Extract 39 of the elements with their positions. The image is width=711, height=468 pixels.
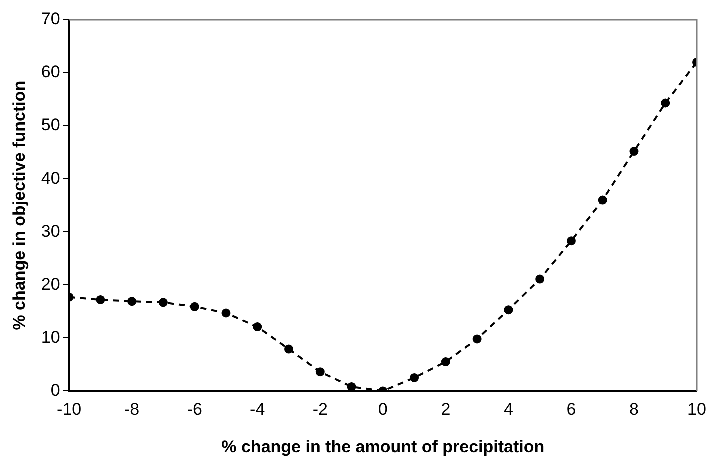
point	[566, 236, 576, 246]
x-tick-label: 4	[504, 400, 514, 420]
x-tick-label: 2	[441, 400, 451, 420]
point	[536, 274, 545, 284]
x-tick-label: 10	[688, 400, 706, 420]
x-tick-label: -2	[312, 400, 328, 420]
y-tick-label: 10	[41, 328, 60, 347]
y-axis-title: % change in objective function	[10, 80, 29, 330]
x-tick-label: -8	[124, 400, 140, 420]
point	[222, 308, 231, 318]
y-tick-label: 30	[41, 222, 60, 241]
y-tick-label: 60	[41, 62, 60, 82]
y-tick-label: 70	[41, 10, 60, 29]
point	[598, 196, 608, 205]
x-tick-label: 6	[566, 400, 576, 420]
point	[128, 297, 137, 306]
point	[316, 368, 325, 377]
point	[190, 302, 200, 312]
y-tick-label: 0	[50, 380, 60, 400]
x-tick-label: -10	[57, 400, 82, 420]
x-axis-title: % change in the amount of precipitation	[222, 437, 545, 456]
point	[253, 322, 262, 332]
point	[661, 98, 670, 108]
x-tick-label: 0	[378, 400, 388, 420]
y-tick-label: 20	[41, 274, 60, 294]
point	[472, 334, 482, 344]
x-tick-label: -4	[250, 400, 266, 420]
point	[410, 373, 420, 382]
y-tick-label: 50	[41, 116, 60, 135]
point	[504, 306, 514, 315]
x-tick-label: -6	[187, 400, 202, 420]
point	[96, 295, 106, 304]
point	[284, 344, 294, 354]
point	[630, 147, 639, 156]
point	[158, 298, 168, 308]
y-tick-label: 40	[41, 168, 60, 188]
point	[441, 358, 450, 367]
point	[347, 382, 356, 392]
x-tick-label: 8	[629, 400, 639, 420]
